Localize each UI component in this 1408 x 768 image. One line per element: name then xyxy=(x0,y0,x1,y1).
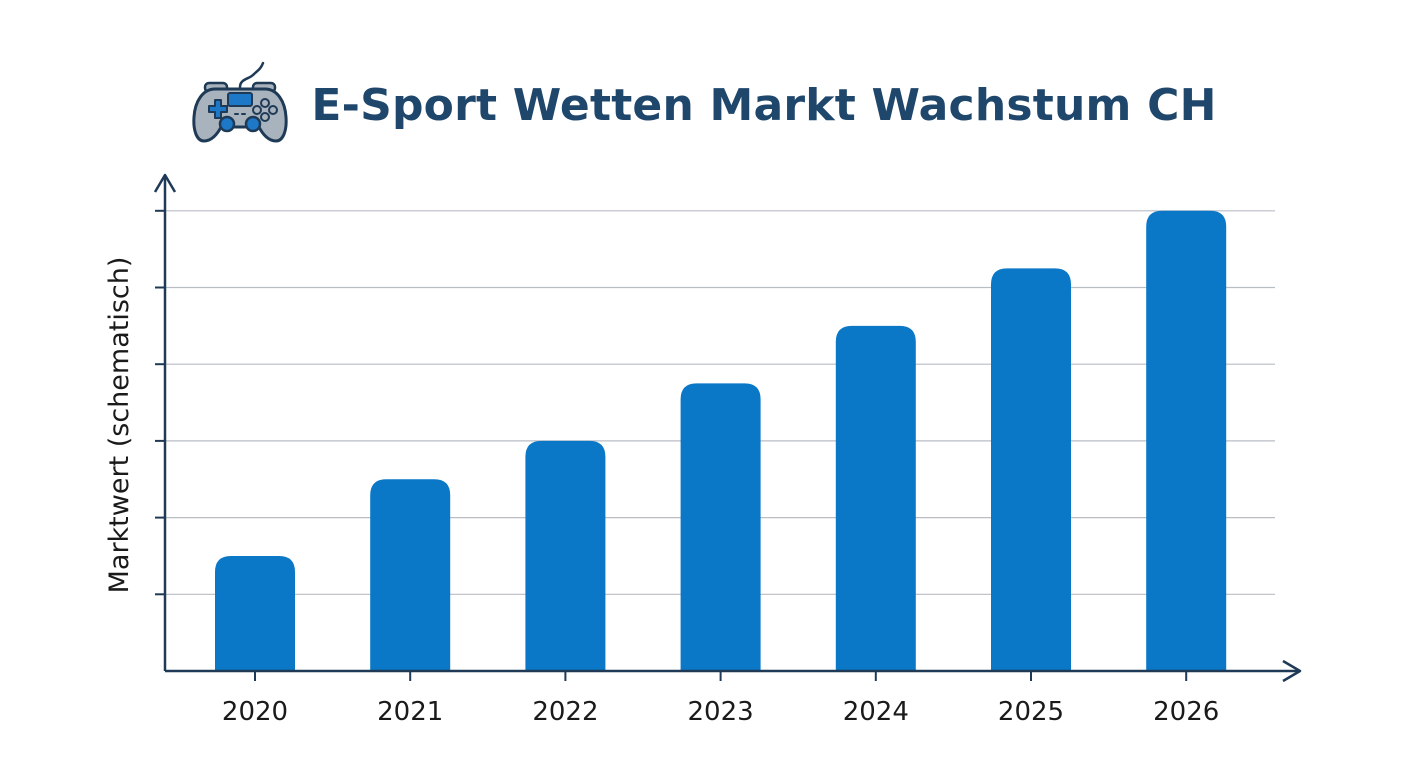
bar-2022 xyxy=(525,440,606,671)
x-tick-label-2025: 2025 xyxy=(998,697,1064,727)
y-axis-title: Marktwert (schematisch) xyxy=(104,257,135,594)
chart-header: E-Sport Wetten Markt Wachstum CH xyxy=(0,60,1408,150)
x-tick-label-2023: 2023 xyxy=(688,697,754,727)
bar-2021 xyxy=(370,479,451,671)
bars xyxy=(215,210,1227,672)
gamepad-icon xyxy=(192,61,289,143)
x-tick-label-2026: 2026 xyxy=(1153,697,1219,727)
x-tick-label-2020: 2020 xyxy=(222,697,288,727)
x-axis-arrow xyxy=(1282,659,1302,683)
y-axis-arrow xyxy=(153,173,177,193)
chart-title: E-Sport Wetten Markt Wachstum CH xyxy=(311,79,1217,131)
bar-2020 xyxy=(215,555,295,671)
tick-labels: 2020 2021 2022 2023 2024 2025 2026 xyxy=(222,697,1219,727)
x-tick-label-2021: 2021 xyxy=(377,697,443,727)
bar-2024 xyxy=(835,325,916,671)
bar-2025 xyxy=(991,268,1071,671)
bar-2026 xyxy=(1146,210,1227,672)
bar-2023 xyxy=(680,383,761,671)
axes xyxy=(153,173,1302,683)
x-tick-label-2022: 2022 xyxy=(532,697,598,727)
x-tick-label-2024: 2024 xyxy=(843,697,909,727)
